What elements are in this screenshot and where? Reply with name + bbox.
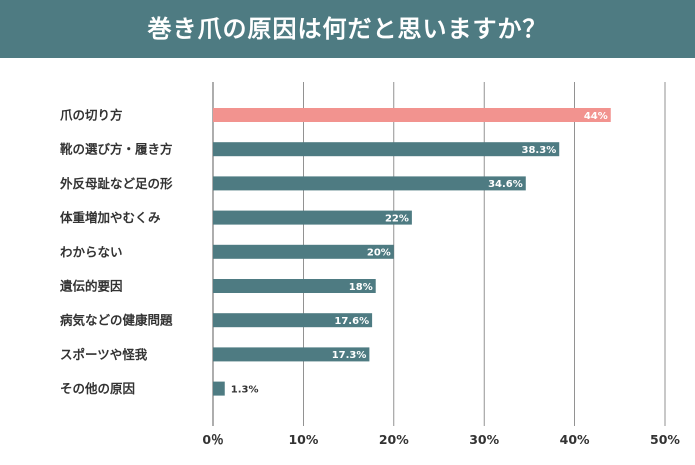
bar bbox=[213, 313, 373, 328]
value-label: 18% bbox=[349, 282, 373, 293]
category-label: 外反母趾など足の形 bbox=[59, 176, 173, 191]
category-label: 爪の切り方 bbox=[60, 108, 123, 123]
category-label: 靴の選び方・履き方 bbox=[60, 142, 173, 157]
value-label: 20% bbox=[367, 248, 391, 259]
header-bar bbox=[0, 0, 695, 58]
x-tick-label: 50% bbox=[650, 432, 680, 447]
category-label: その他の原因 bbox=[60, 381, 135, 396]
page-title: 巻き爪の原因は何だと思いますか？ bbox=[147, 15, 548, 43]
value-label: 22% bbox=[385, 213, 409, 224]
category-label: 遺伝的要因 bbox=[59, 279, 123, 294]
category-label: 病気などの健康問題 bbox=[60, 313, 173, 328]
bar bbox=[213, 142, 560, 157]
value-label: 38.3% bbox=[522, 145, 557, 156]
value-label: 17.6% bbox=[334, 316, 369, 327]
x-tick-label: 30% bbox=[469, 432, 499, 447]
bar bbox=[213, 381, 225, 396]
x-tick-label: 10% bbox=[288, 432, 318, 447]
x-tick-label: 20% bbox=[379, 432, 409, 447]
bar bbox=[213, 210, 412, 225]
bar bbox=[213, 108, 611, 122]
value-label: 17.3% bbox=[332, 350, 367, 361]
x-tick-label: 0％ bbox=[202, 432, 223, 447]
bar bbox=[213, 244, 394, 259]
bar bbox=[213, 347, 370, 362]
value-label: 44% bbox=[584, 111, 608, 122]
category-label: わからない bbox=[60, 244, 123, 259]
value-label: 34.6% bbox=[488, 179, 523, 190]
category-label: スポーツや怪我 bbox=[60, 347, 148, 362]
x-tick-label: 40% bbox=[560, 432, 590, 447]
value-label: 1.3% bbox=[231, 384, 259, 395]
bar bbox=[213, 176, 526, 191]
category-label: 体重増加やむくみ bbox=[60, 210, 161, 225]
bar bbox=[213, 279, 376, 293]
